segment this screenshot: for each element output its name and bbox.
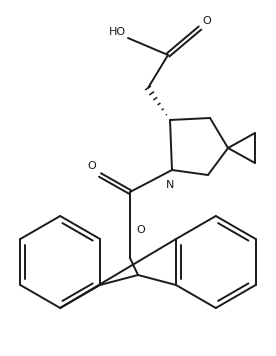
Text: HO: HO	[109, 27, 126, 37]
Text: O: O	[87, 161, 96, 171]
Text: N: N	[166, 180, 174, 190]
Text: O: O	[202, 16, 211, 26]
Text: O: O	[136, 225, 145, 235]
